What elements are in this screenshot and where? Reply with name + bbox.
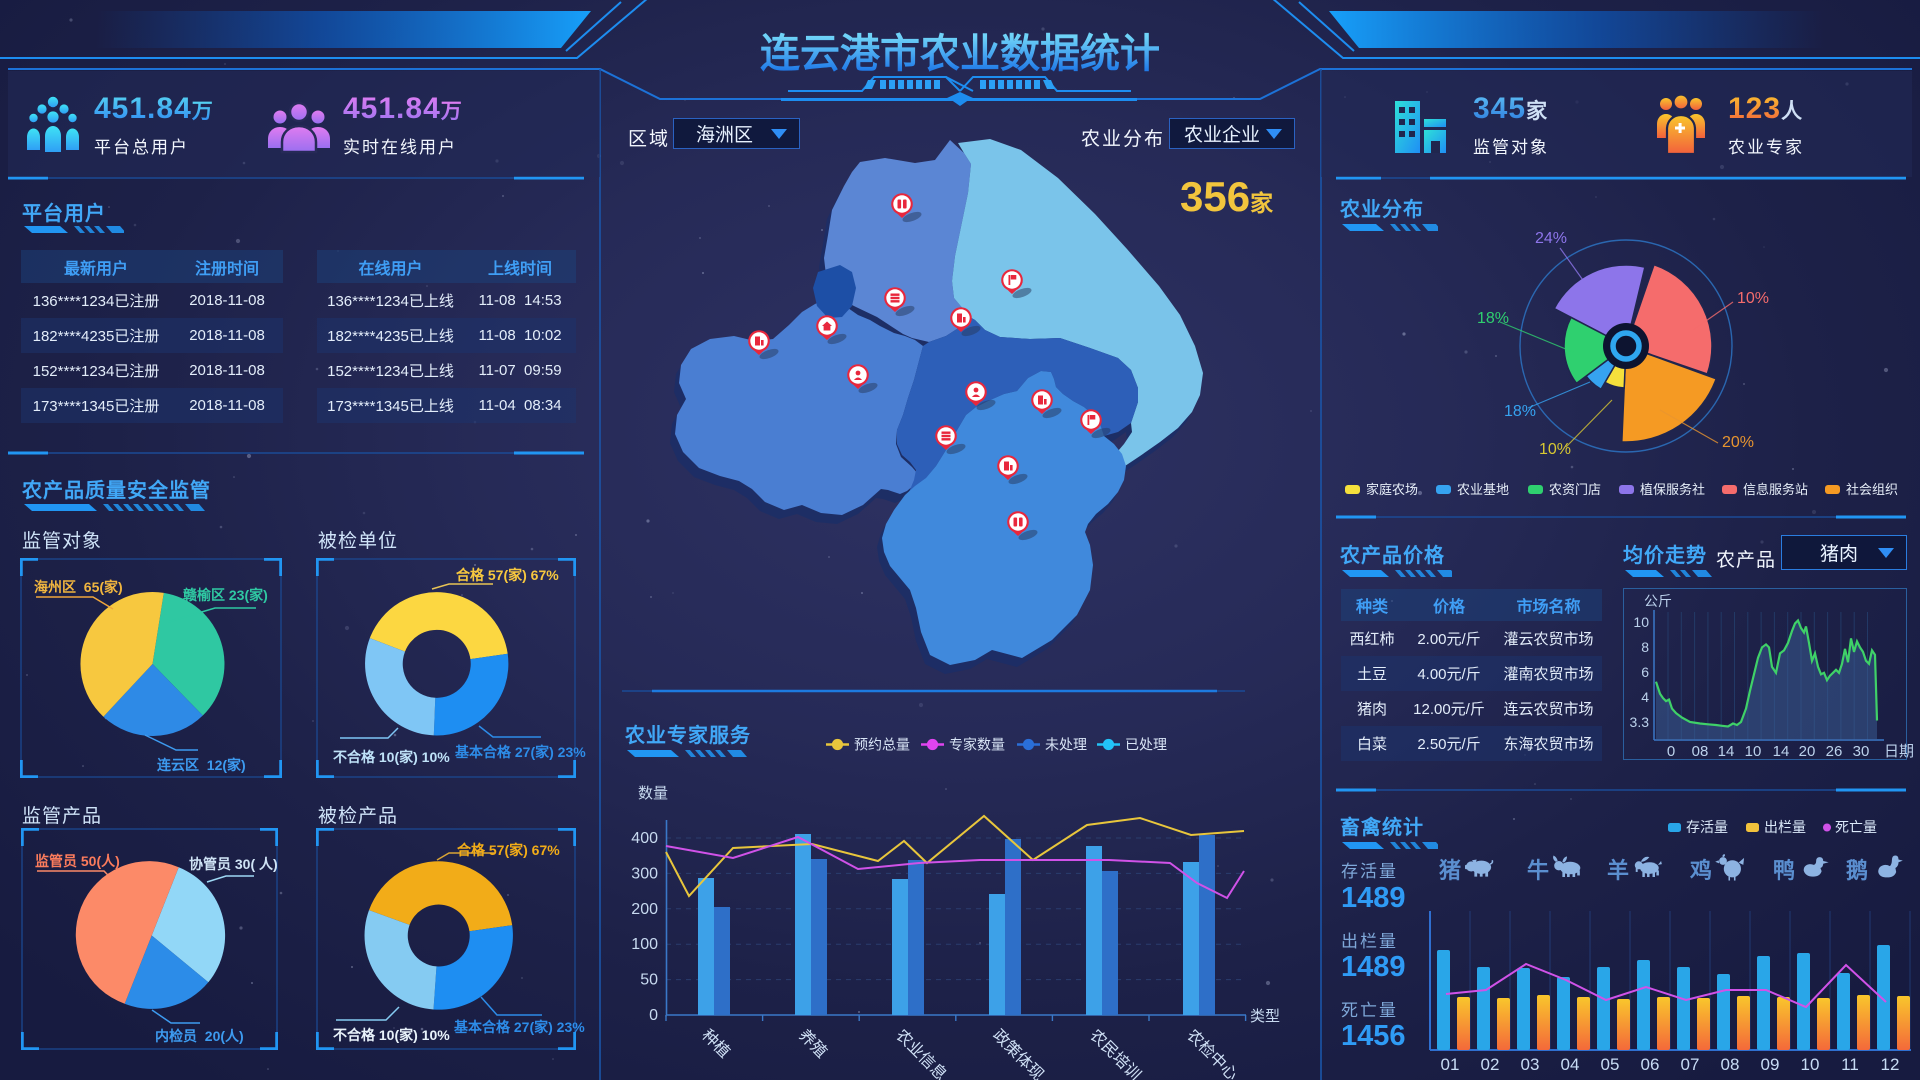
svg-text:03: 03	[1521, 1055, 1540, 1074]
svg-text:已处理: 已处理	[1125, 737, 1167, 753]
svg-text:300: 300	[631, 865, 658, 882]
svg-text:12: 12	[1881, 1055, 1900, 1074]
svg-text:农民培训: 农民培训	[1086, 1026, 1144, 1080]
svg-text:6: 6	[1641, 664, 1649, 680]
svg-text:02: 02	[1481, 1055, 1500, 1074]
svg-text:社会组织: 社会组织	[1846, 482, 1898, 497]
svg-text:4: 4	[1641, 689, 1649, 705]
svg-text:26: 26	[1826, 743, 1843, 760]
svg-text:不合格 10(家) 10%: 不合格 10(家) 10%	[333, 1027, 450, 1043]
svg-text:内检员 20(人): 内检员 20(人)	[155, 1028, 244, 1044]
svg-text:14: 14	[1718, 743, 1735, 760]
svg-text:海州区 65(家): 海州区 65(家)	[34, 579, 123, 595]
svg-text:400: 400	[631, 830, 658, 847]
svg-text:24%: 24%	[1535, 230, 1567, 247]
svg-text:协管员 30( 人): 协管员 30( 人)	[189, 856, 278, 872]
svg-text:10%: 10%	[1737, 290, 1769, 307]
svg-text:08: 08	[1692, 743, 1709, 760]
svg-text:农检中心: 农检中心	[1183, 1026, 1241, 1080]
svg-text:01: 01	[1441, 1055, 1460, 1074]
svg-text:鸡: 鸡	[1689, 858, 1712, 883]
svg-text:200: 200	[631, 901, 658, 918]
svg-text:死亡量: 死亡量	[1835, 819, 1877, 835]
svg-text:专家数量: 专家数量	[949, 737, 1005, 753]
svg-text:20%: 20%	[1722, 434, 1754, 451]
svg-text:20: 20	[1799, 743, 1816, 760]
svg-text:羊: 羊	[1607, 858, 1629, 883]
svg-text:猪: 猪	[1439, 858, 1461, 883]
svg-text:0: 0	[649, 1007, 658, 1024]
svg-text:合格 57(家) 67%: 合格 57(家) 67%	[457, 842, 560, 858]
svg-text:农资门店: 农资门店	[1549, 482, 1601, 497]
svg-text:预约总量: 预约总量	[854, 737, 910, 753]
svg-text:10: 10	[1801, 1055, 1820, 1074]
svg-text:鸭: 鸭	[1773, 858, 1795, 883]
svg-text:公斤: 公斤	[1644, 593, 1672, 609]
svg-text:14: 14	[1773, 743, 1790, 760]
svg-text:未处理: 未处理	[1045, 737, 1087, 753]
svg-text:合格 57(家) 67%: 合格 57(家) 67%	[456, 567, 559, 583]
svg-text:农业基地: 农业基地	[1457, 482, 1509, 497]
svg-text:100: 100	[631, 936, 658, 953]
svg-text:出栏量: 出栏量	[1764, 819, 1806, 835]
svg-text:数量: 数量	[638, 785, 668, 802]
svg-text:信息服务站: 信息服务站	[1743, 482, 1808, 497]
svg-text:不合格 10(家) 10%: 不合格 10(家) 10%	[333, 749, 450, 765]
svg-text:8: 8	[1641, 639, 1649, 655]
svg-text:06: 06	[1641, 1055, 1660, 1074]
svg-text:09: 09	[1761, 1055, 1780, 1074]
svg-text:监管员 50(人): 监管员 50(人)	[35, 853, 120, 869]
svg-text:18%: 18%	[1504, 403, 1536, 420]
svg-text:存活量: 存活量	[1686, 819, 1728, 835]
svg-text:养殖: 养殖	[795, 1026, 830, 1061]
svg-text:基本合格 27(家) 23%: 基本合格 27(家) 23%	[455, 744, 586, 760]
svg-text:类型: 类型	[1250, 1008, 1280, 1025]
svg-text:植保服务社: 植保服务社	[1640, 482, 1705, 497]
svg-text:10: 10	[1745, 743, 1762, 760]
svg-text:11: 11	[1841, 1055, 1859, 1074]
svg-text:30: 30	[1853, 743, 1870, 760]
svg-text:50: 50	[640, 972, 658, 989]
svg-text:10%: 10%	[1539, 441, 1571, 458]
svg-text:3.3: 3.3	[1630, 714, 1650, 730]
svg-text:政策体现: 政策体现	[989, 1026, 1047, 1080]
svg-text:08: 08	[1721, 1055, 1740, 1074]
svg-text:日期: 日期	[1884, 743, 1914, 760]
svg-text:18%: 18%	[1477, 310, 1509, 327]
svg-text:赣榆区 23(家): 赣榆区 23(家)	[183, 587, 268, 603]
svg-text:种植: 种植	[698, 1026, 733, 1061]
svg-text:0: 0	[1667, 743, 1675, 760]
svg-text:10: 10	[1633, 614, 1649, 630]
svg-text:05: 05	[1601, 1055, 1620, 1074]
svg-text:07: 07	[1681, 1055, 1700, 1074]
svg-text:基本合格 27(家) 23%: 基本合格 27(家) 23%	[454, 1019, 585, 1035]
svg-text:家庭农场: 家庭农场	[1366, 482, 1418, 497]
svg-text:牛: 牛	[1527, 858, 1549, 883]
svg-text:鹅: 鹅	[1846, 858, 1868, 883]
svg-text:农业信息: 农业信息	[892, 1026, 950, 1080]
svg-text:04: 04	[1561, 1055, 1580, 1074]
svg-text:连云区 12(家): 连云区 12(家)	[157, 757, 246, 773]
